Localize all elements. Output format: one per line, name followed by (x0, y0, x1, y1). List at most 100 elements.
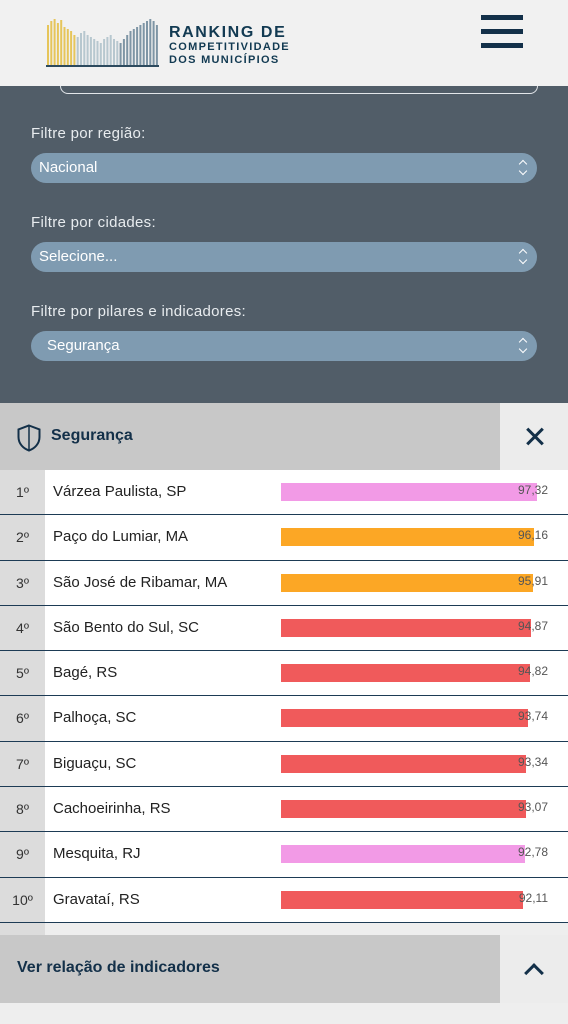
score-value: 92,78 (517, 845, 548, 860)
ranking-city: Gravataí, RS (53, 890, 140, 908)
logo-line-1: RANKING DE (169, 24, 287, 41)
skyline-bar (142, 23, 145, 65)
skyline-bar (89, 37, 92, 65)
ranking-city: Palhoça, SC (53, 709, 137, 727)
ranking-city: Cachoeirinha, RS (53, 800, 171, 818)
ranking-position: 7º (0, 741, 45, 787)
score-value: 92,11 (518, 890, 548, 905)
skyline-bar (113, 39, 115, 65)
region-select-value: Nacional (39, 159, 98, 176)
score-value: 94,82 (517, 664, 548, 679)
section-title: Segurança (51, 427, 133, 444)
indicators-toggle[interactable]: Ver relação de indicadores (0, 935, 500, 1003)
shield-icon (17, 424, 41, 452)
score-value: 94,87 (517, 618, 548, 633)
score-value: 96,16 (517, 528, 548, 543)
score-value: 97,32 (517, 483, 548, 497)
score-value: 95,91 (517, 573, 548, 588)
ranking-city: Várzea Paulista, SP (53, 483, 187, 500)
score-bar (281, 573, 534, 592)
skyline-bar (129, 31, 132, 65)
pillars-select-value: Segurança (47, 337, 120, 354)
skyline-bar (56, 23, 59, 65)
skyline-bar (70, 31, 73, 65)
skyline-bar (99, 43, 102, 65)
score-value: 93,34 (517, 754, 548, 769)
chevron-up-icon[interactable] (500, 935, 568, 1003)
skyline-bar (139, 25, 142, 65)
indicators-toggle-label: Ver relação de indicadores (17, 959, 220, 976)
ranking-city: Bagé, RS (53, 664, 118, 682)
cities-select-value: Selecione... (39, 248, 118, 265)
filter-panel: Filtre por região: Nacional Filtre por c… (0, 86, 568, 403)
ranking-row[interactable]: 3º São José de Ribamar, MA 95,91 (0, 560, 568, 606)
section-header: Segurança (0, 403, 500, 470)
ranking-position: 5º (0, 651, 45, 696)
ranking-position: 10º (0, 877, 45, 922)
skyline-bar (149, 19, 152, 65)
ranking-row[interactable]: 1º Várzea Paulista, SP 97,32 (0, 470, 568, 516)
cities-select[interactable]: Selecione... (31, 242, 537, 272)
skyline-bar (109, 35, 112, 65)
region-filter-label: Filtre por região: (31, 125, 146, 142)
ranking-list: 1º Várzea Paulista, SP 97,32 2º Paço do Lumi… (0, 470, 568, 923)
ranking-row[interactable]: 6º Palhoça, SC 93,74 (0, 696, 568, 742)
ranking-city: Biguaçu, SC (53, 754, 137, 772)
skyline-bar (60, 20, 63, 65)
score-value: 93,07 (517, 800, 548, 815)
skyline-bar (50, 21, 53, 65)
skyline-bar (93, 39, 96, 65)
select-arrows-icon (519, 153, 529, 183)
skyline-bar (83, 31, 86, 65)
score-bar (281, 845, 525, 864)
skyline-bar (66, 29, 69, 65)
ranking-city: Mesquita, RJ (53, 845, 141, 863)
score-bar (281, 709, 528, 728)
ranking-row[interactable]: 2º Paço do Lumiar, MA 96,16 (0, 515, 568, 561)
skyline-bar (80, 33, 82, 65)
ranking-row[interactable]: 4º São Bento do Sul, SC 94,87 (0, 605, 568, 652)
ranking-position: 8º (0, 787, 45, 832)
skyline-bar (126, 35, 129, 65)
skyline-bar (152, 21, 155, 65)
skyline-bar (155, 25, 158, 65)
pillars-filter-label: Filtre por pilares e indicadores: (31, 303, 246, 320)
hamburger-icon[interactable] (481, 15, 523, 49)
ranking-city: São Bento do Sul, SC (53, 618, 199, 636)
score-bar (281, 754, 527, 773)
skyline-bar (136, 27, 139, 65)
score-bar (281, 890, 524, 909)
score-value: 93,74 (517, 709, 548, 724)
score-bar (281, 800, 526, 819)
ranking-city: São José de Ribamar, MA (53, 573, 228, 591)
app-header: RANKING DE COMPETITIVIDADE DOS MUNICÍPIO… (0, 0, 568, 86)
score-bar (281, 664, 531, 683)
skyline-bar (116, 41, 119, 65)
skyline-bar (122, 39, 125, 65)
score-bar (281, 483, 537, 501)
ranking-position: 6º (0, 696, 45, 741)
search-input[interactable] (60, 86, 538, 94)
skyline-bar (76, 37, 79, 65)
score-bar (281, 528, 534, 547)
ranking-row[interactable]: 7º Biguaçu, SC 93,34 (0, 741, 568, 788)
select-arrows-icon (519, 242, 529, 272)
cities-filter-label: Filtre por cidades: (31, 214, 156, 231)
logo-line-2: COMPETITIVIDADE (169, 41, 290, 53)
logo[interactable]: RANKING DE COMPETITIVIDADE DOS MUNICÍPIO… (46, 10, 289, 68)
ranking-row[interactable]: 10º Gravataí, RS 92,11 (0, 877, 568, 923)
select-arrows-icon (519, 331, 529, 361)
ranking-position: 3º (0, 560, 45, 605)
ranking-position: 4º (0, 605, 45, 651)
skyline-bar (47, 25, 49, 65)
close-icon[interactable] (500, 403, 568, 470)
pillars-select[interactable]: Segurança (31, 331, 537, 361)
ranking-row[interactable]: 5º Bagé, RS 94,82 (0, 651, 568, 697)
ranking-row[interactable]: 8º Cachoeirinha, RS 93,07 (0, 787, 568, 833)
skyline-bar (86, 35, 89, 65)
ranking-row[interactable]: 9º Mesquita, RJ 92,78 (0, 832, 568, 878)
skyline-bar (96, 41, 99, 65)
region-select[interactable]: Nacional (31, 153, 537, 183)
skyline-bar (63, 27, 66, 65)
ranking-city: Paço do Lumiar, MA (53, 528, 189, 546)
